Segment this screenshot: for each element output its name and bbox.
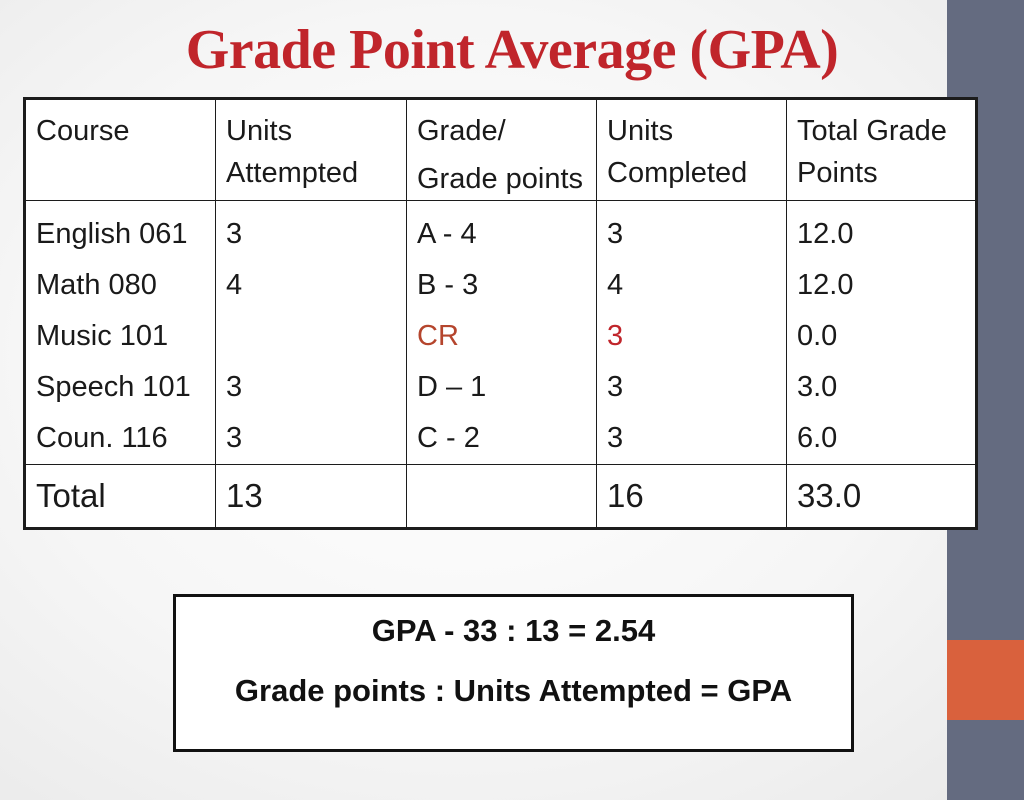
- slide-title: Grade Point Average (GPA): [185, 19, 839, 81]
- course-column: English 061 Math 080 Music 101 Speech 10…: [24, 200, 216, 466]
- gpa-table: Course Units Attempted Grade/ Grade poin…: [23, 97, 978, 531]
- total-points-value: 0.0: [797, 320, 838, 353]
- grade-value-credit: CR: [417, 320, 459, 353]
- table-course-rows: English 061 Math 080 Music 101 Speech 10…: [24, 200, 977, 466]
- grade-value: D – 1: [417, 371, 487, 404]
- total-points-value: 3.0: [797, 371, 838, 404]
- units-attempted-value: [226, 311, 396, 362]
- header-units-attempted: Units Attempted: [215, 97, 407, 202]
- units-attempted-value: 3: [226, 218, 243, 251]
- total-units-completed: 16: [596, 464, 787, 530]
- units-completed-value-highlight: 3: [607, 320, 624, 353]
- units-completed-value: 3: [607, 371, 624, 404]
- table-header-row: Course Units Attempted Grade/ Grade poin…: [24, 97, 977, 202]
- course-name: Speech 101: [36, 371, 191, 404]
- gpa-formula: Grade points : Units Attempted = GPA: [234, 673, 793, 708]
- course-name: Math 080: [36, 269, 157, 302]
- grade-value: C - 2: [417, 422, 480, 455]
- total-points-column: 12.0 12.0 0.0 3.0 6.0: [786, 200, 977, 466]
- units-completed-value: 3: [607, 218, 624, 251]
- total-points-value: 12.0: [797, 218, 854, 251]
- total-label: Total: [24, 464, 216, 530]
- side-accent-block: [947, 640, 1024, 720]
- course-name: Coun. 116: [36, 422, 168, 455]
- gpa-formula-box: GPA - 33 : 13 = 2.54 Grade points : Unit…: [173, 594, 854, 752]
- header-grade-points: Grade/ Grade points: [406, 97, 597, 202]
- table-total-row: Total 13 16 33.0: [24, 464, 977, 530]
- units-attempted-column: 3 4 3 3: [215, 200, 407, 466]
- total-grade-points: 33.0: [786, 464, 977, 530]
- grade-column: A - 4 B - 3 CR D – 1 C - 2: [406, 200, 597, 466]
- units-completed-value: 3: [607, 422, 624, 455]
- units-attempted-value: 4: [226, 269, 243, 302]
- course-name: English 061: [36, 218, 188, 251]
- units-attempted-value: 3: [226, 371, 243, 404]
- total-grade-empty: [406, 464, 597, 530]
- header-units-completed: Units Completed: [596, 97, 787, 202]
- course-name: Music 101: [36, 320, 169, 353]
- header-total-grade-points: Total Grade Points: [786, 97, 977, 202]
- units-attempted-value: 3: [226, 422, 243, 455]
- total-points-value: 12.0: [797, 269, 854, 302]
- grade-value: A - 4: [417, 218, 477, 251]
- total-points-value: 6.0: [797, 422, 838, 455]
- grade-value: B - 3: [417, 269, 479, 302]
- total-units-attempted: 13: [215, 464, 407, 530]
- gpa-calculation: GPA - 33 : 13 = 2.54: [371, 613, 656, 648]
- units-completed-value: 4: [607, 269, 624, 302]
- units-completed-column: 3 4 3 3 3: [596, 200, 787, 466]
- header-course: Course: [24, 97, 216, 202]
